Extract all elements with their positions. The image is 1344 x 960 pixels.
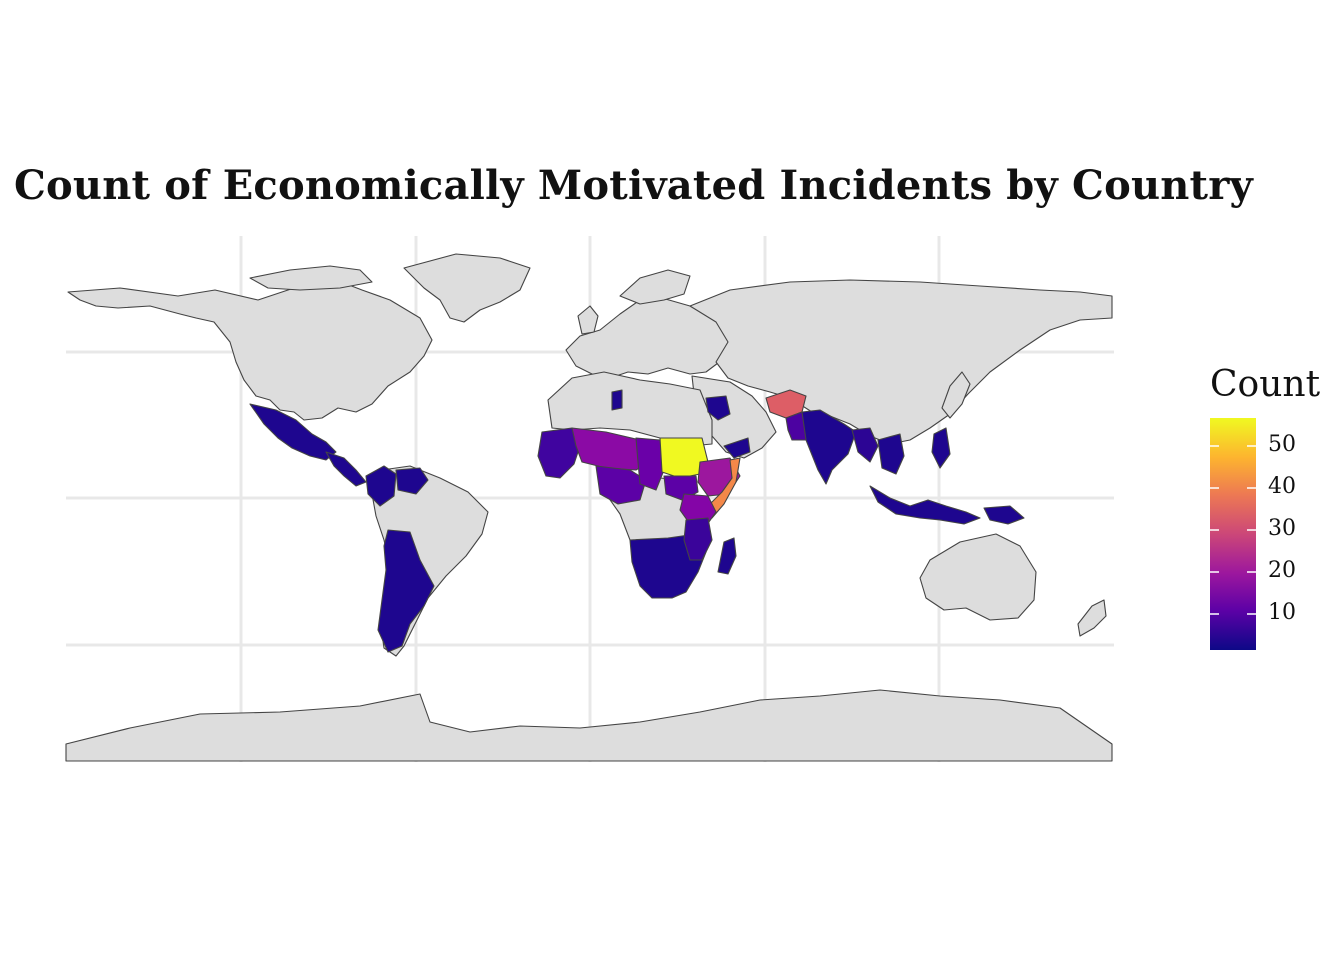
map-title: Count of Economically Motivated Incident… (14, 162, 1253, 209)
arctic-islands (249, 265, 373, 291)
australia (919, 533, 1037, 621)
region-colombia (365, 465, 397, 507)
japan (941, 371, 971, 419)
region-libya (611, 389, 623, 411)
legend-tick-label: 40 (1268, 474, 1296, 499)
legend-title: Count (1210, 364, 1321, 405)
legend-tick-label: 50 (1268, 432, 1296, 457)
region-bangladesh-myanmar (851, 427, 879, 463)
new-zealand (1077, 599, 1107, 637)
region-india (801, 409, 857, 485)
region-indonesia (869, 485, 981, 525)
region-papua-new-guinea (983, 505, 1025, 525)
region-venezuela (395, 467, 429, 495)
legend-colorbar (1210, 418, 1256, 650)
region-iraq (705, 395, 731, 421)
region-central-america (325, 451, 367, 487)
antarctica (65, 689, 1113, 762)
scandinavia (619, 269, 691, 305)
legend-tick-label: 20 (1268, 558, 1296, 583)
region-mali-niger (571, 427, 653, 471)
region-yemen (723, 437, 751, 459)
region-bolivia-argentina (377, 529, 435, 653)
region-southeast-asia (877, 433, 905, 475)
legend-tick-label: 10 (1268, 600, 1296, 625)
choropleth-regions (249, 389, 1025, 653)
region-mozambique-tanzania (683, 517, 713, 561)
region-nigeria-cameroon (595, 465, 647, 505)
legend (1210, 418, 1256, 650)
north-america-landmass (67, 279, 433, 421)
greenland (403, 253, 531, 323)
legend-ticks (1210, 445, 1256, 615)
british-isles (577, 305, 599, 335)
region-philippines (931, 427, 951, 469)
basemap-land (65, 253, 1113, 762)
region-madagascar (717, 537, 737, 575)
legend-tick-label: 30 (1268, 516, 1296, 541)
